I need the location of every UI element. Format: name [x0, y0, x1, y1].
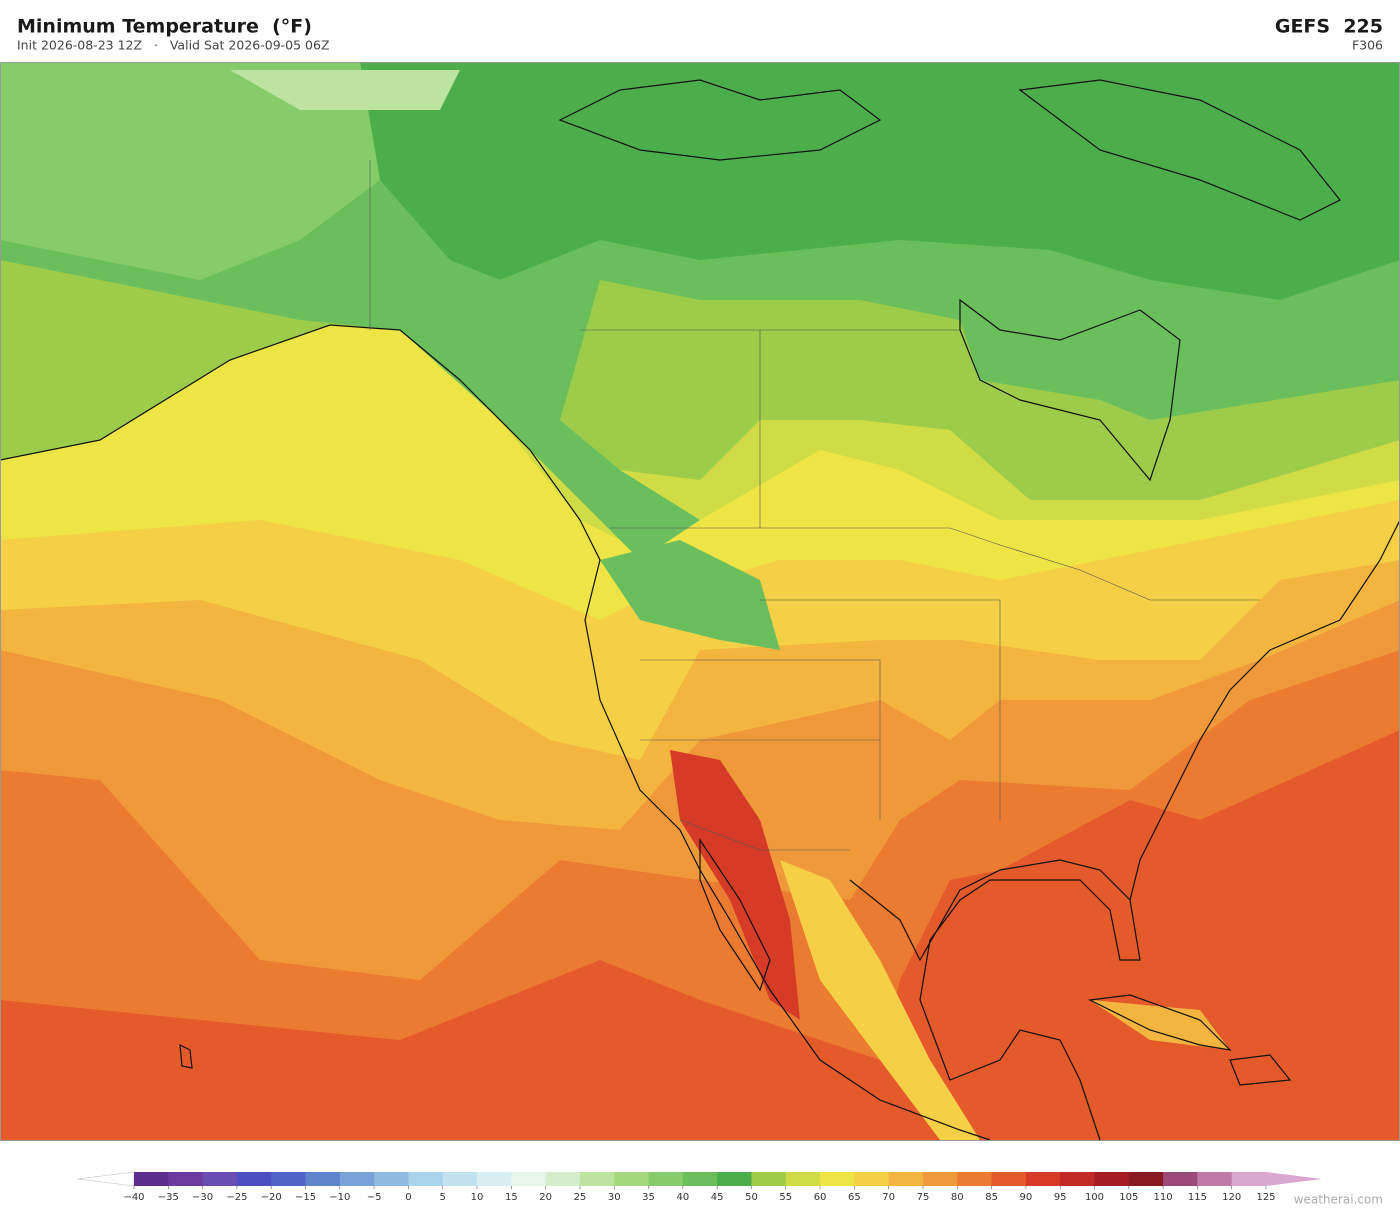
colorbar-swatch — [648, 1172, 684, 1186]
colorbar-swatch — [785, 1172, 821, 1186]
colorbar-swatch — [1060, 1172, 1095, 1186]
coastline — [1229, 1054, 1292, 1086]
colorbar-tick-label: 50 — [745, 1192, 758, 1203]
colorbar-tick-label: −25 — [226, 1192, 247, 1203]
colorbar-tick-label: −35 — [158, 1192, 179, 1203]
colorbar-tick-label: −20 — [261, 1192, 282, 1203]
colorbar-swatch — [168, 1172, 204, 1186]
colorbar-tick-label: 20 — [539, 1192, 552, 1203]
colorbar-swatch — [305, 1172, 341, 1186]
field-band — [780, 860, 980, 1140]
colorbar-tick-label: 10 — [471, 1192, 484, 1203]
colorbar-tick-label: 115 — [1188, 1192, 1207, 1203]
colorbar-tick-label: 75 — [917, 1192, 930, 1203]
colorbar-swatch — [511, 1172, 547, 1186]
colorbar-tick-label: 60 — [814, 1192, 827, 1203]
political-border — [369, 160, 1260, 851]
coastline — [699, 838, 771, 992]
colorbar-tick-label: 80 — [951, 1192, 964, 1203]
colorbar-tick-label: 0 — [405, 1192, 411, 1203]
colorbar-swatch — [1163, 1172, 1198, 1186]
colorbar-swatch — [579, 1172, 615, 1186]
colorbar-tick-label: 5 — [440, 1192, 446, 1203]
forecast-hour: F306 — [1352, 38, 1383, 53]
colorbar-swatch — [442, 1172, 478, 1186]
colorbar-tick-label: −15 — [295, 1192, 316, 1203]
colorbar-swatch — [957, 1172, 993, 1186]
colorbar-tick-label: 45 — [711, 1192, 724, 1203]
colorbar-swatch — [202, 1172, 238, 1186]
colorbar-swatch — [922, 1172, 958, 1186]
coastline — [558, 79, 1341, 221]
colorbar-tick-label: 105 — [1119, 1192, 1138, 1203]
colorbar-swatch — [374, 1172, 409, 1186]
colorbar-swatch — [236, 1172, 272, 1186]
colorbar-tick-label: 125 — [1256, 1192, 1275, 1203]
map-subtitle: Init 2026-08-23 12Z · Valid Sat 2026-09-… — [17, 38, 330, 53]
coastline — [1087, 994, 1232, 1051]
colorbar-tick-label: −5 — [367, 1192, 382, 1203]
colorbar-tick-label: 85 — [985, 1192, 998, 1203]
colorbar-tick-label: 40 — [676, 1192, 689, 1203]
colorbar-swatch — [134, 1172, 169, 1186]
colorbar-swatch — [1025, 1172, 1061, 1186]
colorbar-tick-label: 15 — [505, 1192, 518, 1203]
colorbar-tick-label: 110 — [1154, 1192, 1173, 1203]
colorbar-tick-label: 25 — [574, 1192, 587, 1203]
model-label: GEFS 225 — [1275, 16, 1383, 38]
colorbar-tick-label: 30 — [608, 1192, 621, 1203]
colorbar-tick-label: −10 — [329, 1192, 350, 1203]
colorbar-swatch — [682, 1172, 718, 1186]
coastline — [0, 324, 991, 1140]
colorbar-swatch — [854, 1172, 890, 1186]
colorbar-swatch — [1128, 1172, 1164, 1186]
colorbar-tick-label: 55 — [779, 1192, 792, 1203]
colorbar-tick-label: 95 — [1054, 1192, 1067, 1203]
map-title: Minimum Temperature (°F) — [17, 16, 312, 38]
colorbar-swatch — [477, 1172, 512, 1186]
coastline — [179, 1043, 193, 1069]
coastline — [849, 859, 1141, 1140]
colorbar-over — [1266, 1172, 1322, 1186]
colorbar-swatch — [339, 1172, 375, 1186]
field-band — [1090, 1000, 1230, 1050]
colorbar-under — [77, 1171, 135, 1187]
colorbar-swatch — [1197, 1172, 1233, 1186]
colorbar-swatch — [1231, 1172, 1267, 1186]
coastline — [1129, 519, 1400, 901]
colorbar-swatch — [991, 1172, 1027, 1186]
coastline — [959, 298, 1181, 482]
colorbar-swatch — [1094, 1172, 1130, 1186]
colorbar-tick-label: −40 — [123, 1192, 144, 1203]
colorbar-tick-label: 90 — [1020, 1192, 1033, 1203]
colorbar-swatch — [545, 1172, 581, 1186]
colorbar-tick-label: −30 — [192, 1192, 213, 1203]
colorbar-swatch — [717, 1172, 752, 1186]
map — [0, 62, 1400, 1141]
field-band — [0, 62, 380, 280]
colorbar-swatch — [751, 1172, 787, 1186]
colorbar-swatch — [888, 1172, 924, 1186]
colorbar-swatch — [614, 1172, 650, 1186]
field-band — [600, 540, 780, 650]
field-band — [670, 750, 800, 1020]
colorbar-tick-label: 70 — [882, 1192, 895, 1203]
colorbar-swatch — [820, 1172, 855, 1186]
field-band — [230, 70, 460, 110]
field-band — [360, 62, 1400, 300]
colorbar-swatch — [408, 1172, 444, 1186]
colorbar-tick-label: 100 — [1085, 1192, 1104, 1203]
colorbar: −40 −35 −30 −25 −20 −15 −10 −5 0 5 10 15 20 25 30 35 40 4… — [77, 1171, 1322, 1203]
colorbar-tick-label: 65 — [848, 1192, 861, 1203]
watermark: weatherai.com — [1294, 1193, 1383, 1207]
colorbar-tick-label: 120 — [1222, 1192, 1241, 1203]
colorbar-swatch — [271, 1172, 307, 1186]
colorbar-tick-label: 35 — [642, 1192, 655, 1203]
